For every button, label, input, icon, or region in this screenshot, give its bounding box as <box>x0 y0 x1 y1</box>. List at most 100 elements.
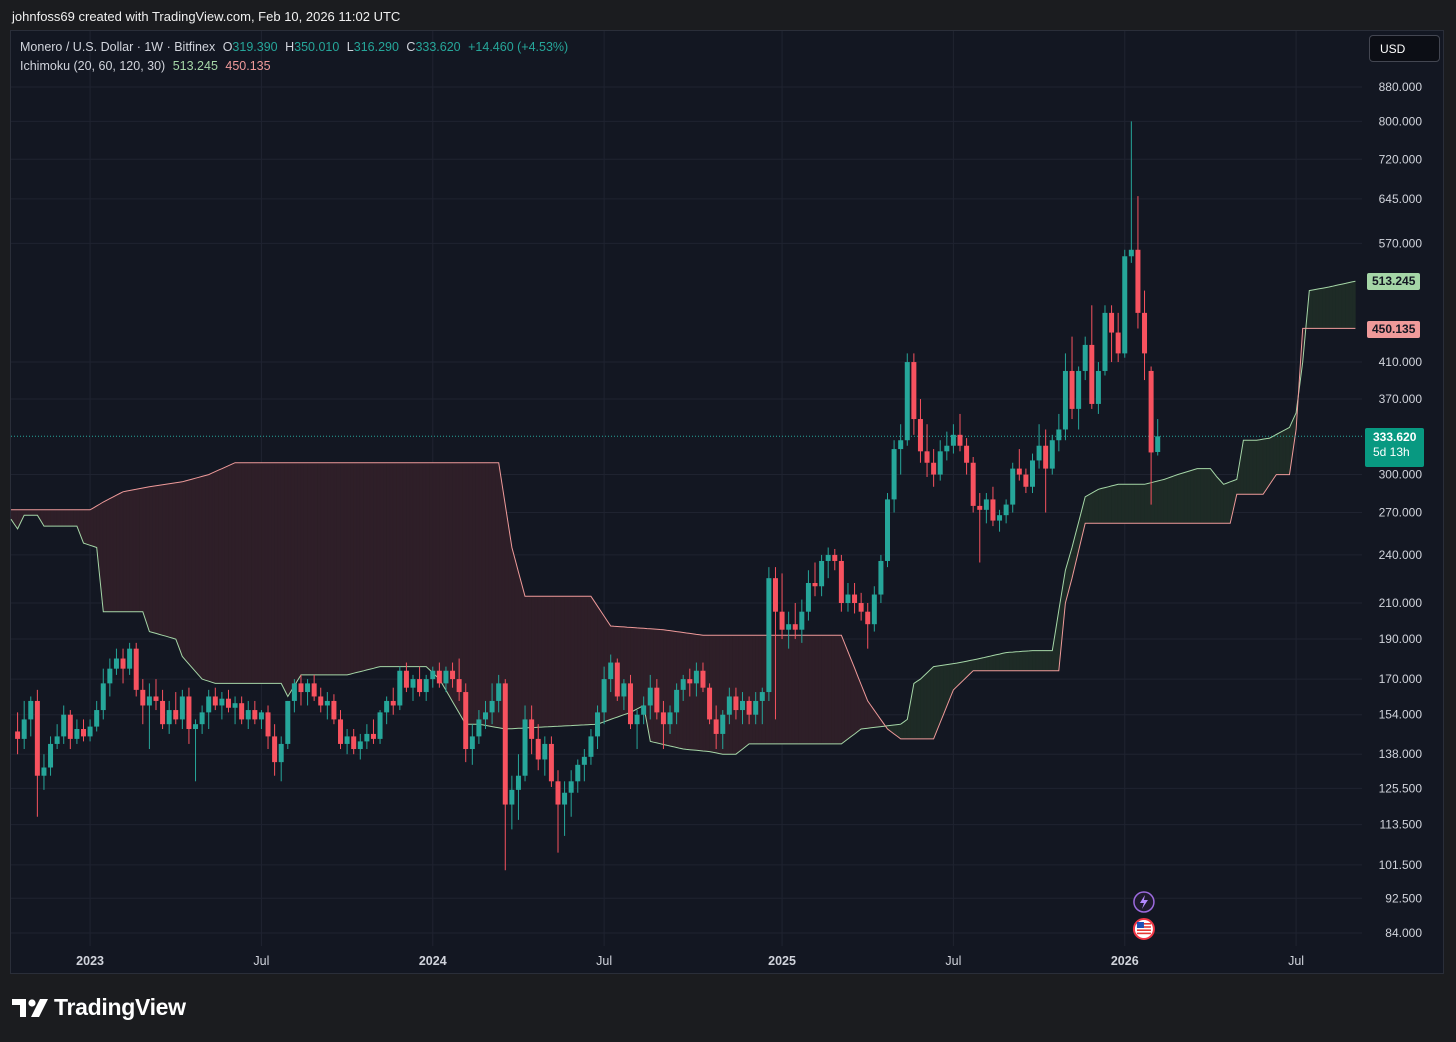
candle-body[interactable] <box>733 696 739 711</box>
candle-body[interactable] <box>384 700 390 713</box>
candle-body[interactable] <box>34 700 40 776</box>
candle-body[interactable] <box>311 683 317 697</box>
candle-body[interactable] <box>1148 370 1154 453</box>
candle-body[interactable] <box>950 434 956 446</box>
candle-body[interactable] <box>891 449 897 500</box>
candle-body[interactable] <box>1128 249 1134 257</box>
candle-body[interactable] <box>107 668 113 684</box>
candle-body[interactable] <box>634 714 640 725</box>
candle-body[interactable] <box>54 736 60 744</box>
candle-body[interactable] <box>127 648 133 669</box>
candle-body[interactable] <box>417 679 423 693</box>
candle-body[interactable] <box>898 440 904 450</box>
candle-body[interactable] <box>140 689 146 706</box>
candle-body[interactable] <box>674 689 680 713</box>
candle-body[interactable] <box>805 582 811 612</box>
candle-body[interactable] <box>410 679 416 688</box>
candle-body[interactable] <box>799 611 805 630</box>
candle-body[interactable] <box>588 736 594 757</box>
candle-body[interactable] <box>581 756 587 765</box>
candle-body[interactable] <box>680 679 686 690</box>
candle-body[interactable] <box>456 679 462 693</box>
candle-body[interactable] <box>186 696 192 730</box>
candle-body[interactable] <box>977 505 983 510</box>
candle-body[interactable] <box>1135 249 1141 313</box>
candle-body[interactable] <box>1089 344 1095 404</box>
candle-body[interactable] <box>67 714 73 739</box>
candle-body[interactable] <box>160 700 166 725</box>
candle-body[interactable] <box>331 700 337 720</box>
candle-body[interactable] <box>812 582 818 587</box>
candle-body[interactable] <box>469 736 475 750</box>
candle-body[interactable] <box>28 700 34 720</box>
candle-body[interactable] <box>641 705 647 715</box>
candle-body[interactable] <box>318 696 324 706</box>
candle-body[interactable] <box>482 712 488 720</box>
candle-body[interactable] <box>423 679 429 693</box>
candle-body[interactable] <box>904 362 910 441</box>
candle-body[interactable] <box>832 554 838 561</box>
candle-body[interactable] <box>627 683 633 725</box>
candle-body[interactable] <box>647 687 653 706</box>
candle-body[interactable] <box>707 687 713 720</box>
candle-body[interactable] <box>305 683 311 693</box>
candle-body[interactable] <box>779 611 785 630</box>
candle-body[interactable] <box>146 696 152 706</box>
candle-body[interactable] <box>746 700 752 715</box>
candle-body[interactable] <box>397 670 403 706</box>
candle-body[interactable] <box>654 687 660 713</box>
candle-body[interactable] <box>265 712 271 737</box>
candle-body[interactable] <box>351 736 357 750</box>
candle-body[interactable] <box>687 679 693 684</box>
candle-body[interactable] <box>997 515 1003 521</box>
candle-body[interactable] <box>463 692 469 750</box>
candle-body[interactable] <box>1142 312 1148 354</box>
candle-body[interactable] <box>555 781 561 805</box>
tradingview-brand[interactable]: TradingView <box>12 994 186 1021</box>
candle-body[interactable] <box>87 726 93 737</box>
candle-body[interactable] <box>1062 370 1068 430</box>
indicator-label[interactable]: Ichimoku (20, 60, 120, 30) <box>20 59 166 73</box>
candle-body[interactable] <box>542 743 548 760</box>
candle-body[interactable] <box>153 696 159 701</box>
candle-body[interactable] <box>74 729 80 739</box>
candle-body[interactable] <box>21 719 27 739</box>
candle-body[interactable] <box>1010 468 1016 505</box>
candle-body[interactable] <box>450 670 456 680</box>
candle-body[interactable] <box>515 775 521 790</box>
candle-body[interactable] <box>100 683 106 711</box>
candle-body[interactable] <box>403 670 409 688</box>
candle-body[interactable] <box>370 733 376 739</box>
candle-body[interactable] <box>700 670 706 688</box>
candle-body[interactable] <box>726 696 732 715</box>
candle-body[interactable] <box>502 683 508 805</box>
candle-body[interactable] <box>15 731 21 739</box>
candle-body[interactable] <box>179 696 185 720</box>
candle-body[interactable] <box>285 700 291 744</box>
candle-body[interactable] <box>509 789 515 805</box>
candle-body[interactable] <box>568 781 574 793</box>
candle-body[interactable] <box>206 696 212 713</box>
candle-body[interactable] <box>759 692 765 701</box>
candle-body[interactable] <box>166 710 172 725</box>
candle-body[interactable] <box>852 594 858 604</box>
candle-body[interactable] <box>1043 445 1049 469</box>
candle-body[interactable] <box>878 560 884 595</box>
candle-body[interactable] <box>1102 312 1108 371</box>
candle-body[interactable] <box>601 679 607 713</box>
candle-body[interactable] <box>845 594 851 604</box>
candle-body[interactable] <box>1016 468 1022 475</box>
candle-body[interactable] <box>390 700 396 706</box>
candle-body[interactable] <box>120 658 126 669</box>
candle-body[interactable] <box>562 792 568 805</box>
candle-body[interactable] <box>1036 445 1042 461</box>
candle-body[interactable] <box>885 499 891 561</box>
candle-body[interactable] <box>239 703 245 720</box>
candle-body[interactable] <box>608 662 614 680</box>
currency-button[interactable]: USD <box>1369 35 1440 62</box>
candle-body[interactable] <box>621 683 627 697</box>
candle-body[interactable] <box>1056 429 1062 441</box>
candle-body[interactable] <box>199 712 205 725</box>
candle-body[interactable] <box>232 703 238 708</box>
